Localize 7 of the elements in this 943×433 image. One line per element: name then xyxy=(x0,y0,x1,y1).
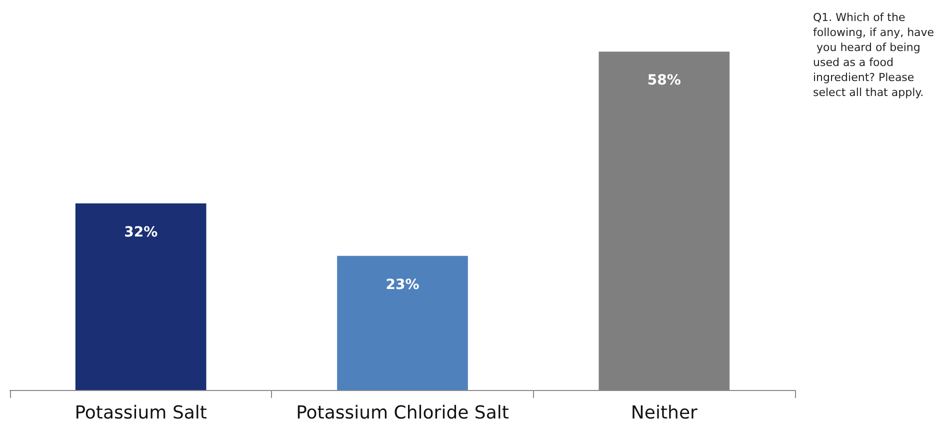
data-label: 23% xyxy=(386,276,420,293)
data-label: 58% xyxy=(647,72,681,89)
x-tick-label: Potassium Chloride Salt xyxy=(296,402,509,424)
data-label: 32% xyxy=(124,224,158,240)
x-tick-label: Potassium Salt xyxy=(74,402,207,424)
text: Q1. Which of the following, if any, have you heard of being used as a food ingredient? Please select all that apply. xyxy=(813,11,934,99)
x-tick-label: Neither xyxy=(630,402,698,424)
